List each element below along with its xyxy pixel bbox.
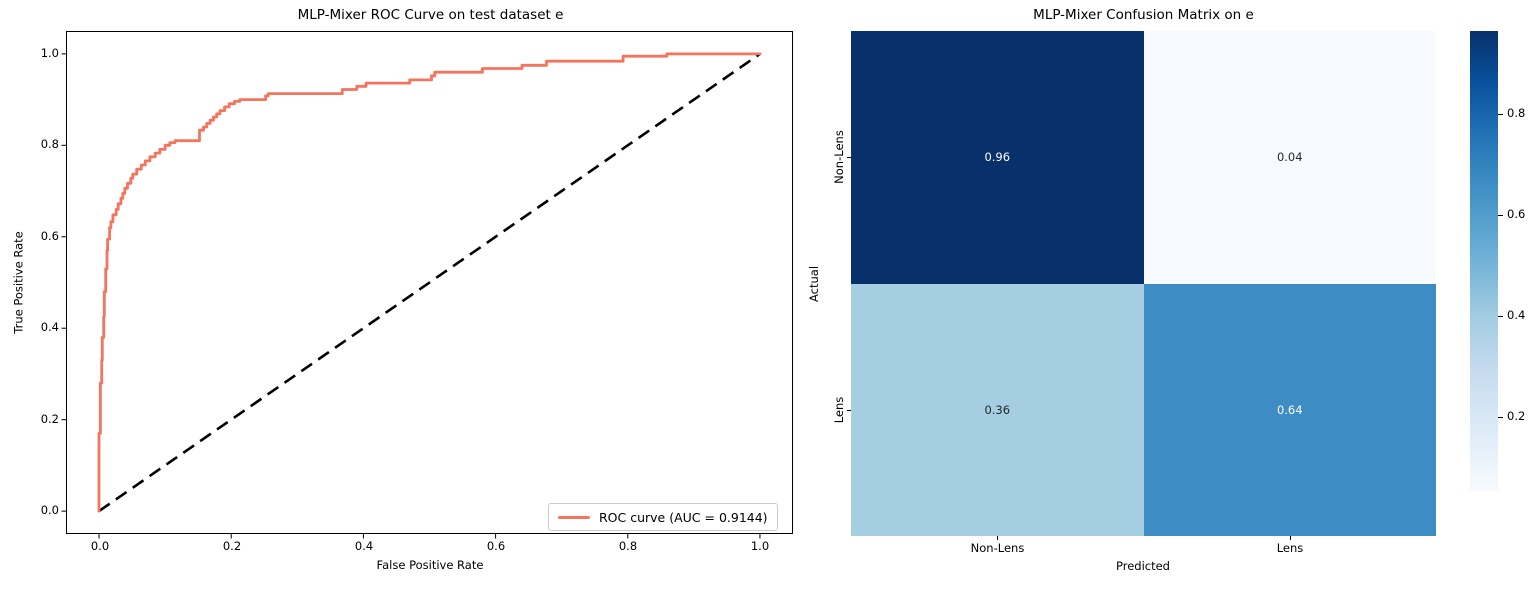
y-tick-label: 0.8 [40,137,59,151]
colorbar-tick-label: 0.2 [1507,409,1526,423]
cm-row-label-lens: Lens [832,396,846,424]
roc-yaxis-label: True Positive Rate [11,231,26,334]
y-tick-mark [847,157,851,158]
y-tick-label: 0.6 [40,229,59,243]
cm-col-label-nonlens: Non-Lens [970,541,1025,555]
cm-xaxis-label: Predicted [1116,559,1170,573]
roc-plot-area [61,31,793,539]
y-tick-label: 0.0 [40,503,59,517]
confusion-cell-true-lens-pred-lens: 0.64 [1143,283,1436,536]
cm-yaxis-label: Actual [807,265,821,303]
colorbar-tick-mark [1498,215,1503,216]
confusion-matrix-title: MLP-Mixer Confusion Matrix on e [1033,7,1254,23]
x-tick-label: 0.0 [90,539,110,553]
cm-row-label-nonlens: Non-Lens [832,130,846,184]
x-tick-label: 1.0 [750,539,770,553]
x-tick-label: 0.8 [618,539,638,553]
roc-curve-line [97,52,762,513]
y-tick-label: 0.2 [40,412,59,426]
colorbar-tick-mark [1498,417,1503,418]
colorbar-tick-mark [1498,114,1503,115]
x-tick-mark [997,536,998,540]
y-tick-label: 0.4 [40,320,59,334]
roc-plot-title: MLP-Mixer ROC Curve on test dataset e [297,7,564,23]
x-tick-label: 0.6 [486,539,506,553]
confusion-cell-true-lens-pred-nonlens: 0.36 [851,283,1144,536]
cm-col-label-lens: Lens [1276,541,1304,555]
y-tick-mark [847,410,851,411]
chance-diagonal-line [98,52,761,513]
x-tick-mark [1290,536,1291,540]
x-tick-label: 0.4 [354,539,374,553]
roc-legend-label: ROC curve (AUC = 0.9144) [599,509,768,525]
colorbar [1470,31,1498,491]
roc-legend: ROC curve (AUC = 0.9144) [548,503,778,531]
roc-xaxis-label: False Positive Rate [376,558,484,572]
colorbar-tick-label: 0.4 [1507,308,1526,322]
colorbar-tick-mark [1498,316,1503,317]
confusion-cell-true-nonlens-pred-nonlens: 0.96 [851,31,1144,284]
roc-legend-line-swatch [558,515,590,519]
confusion-cell-true-nonlens-pred-lens: 0.04 [1143,31,1436,284]
axes-spines [66,31,793,534]
colorbar-tick-label: 0.6 [1507,207,1526,221]
roc-chart-svg [61,31,793,539]
confusion-matrix-grid: 0.96 0.04 0.36 0.64 [851,31,1436,536]
y-tick-label: 1.0 [40,46,59,60]
x-tick-label: 0.2 [222,539,242,553]
colorbar-tick-label: 0.8 [1507,106,1526,120]
axis-tick-marks [61,53,761,539]
